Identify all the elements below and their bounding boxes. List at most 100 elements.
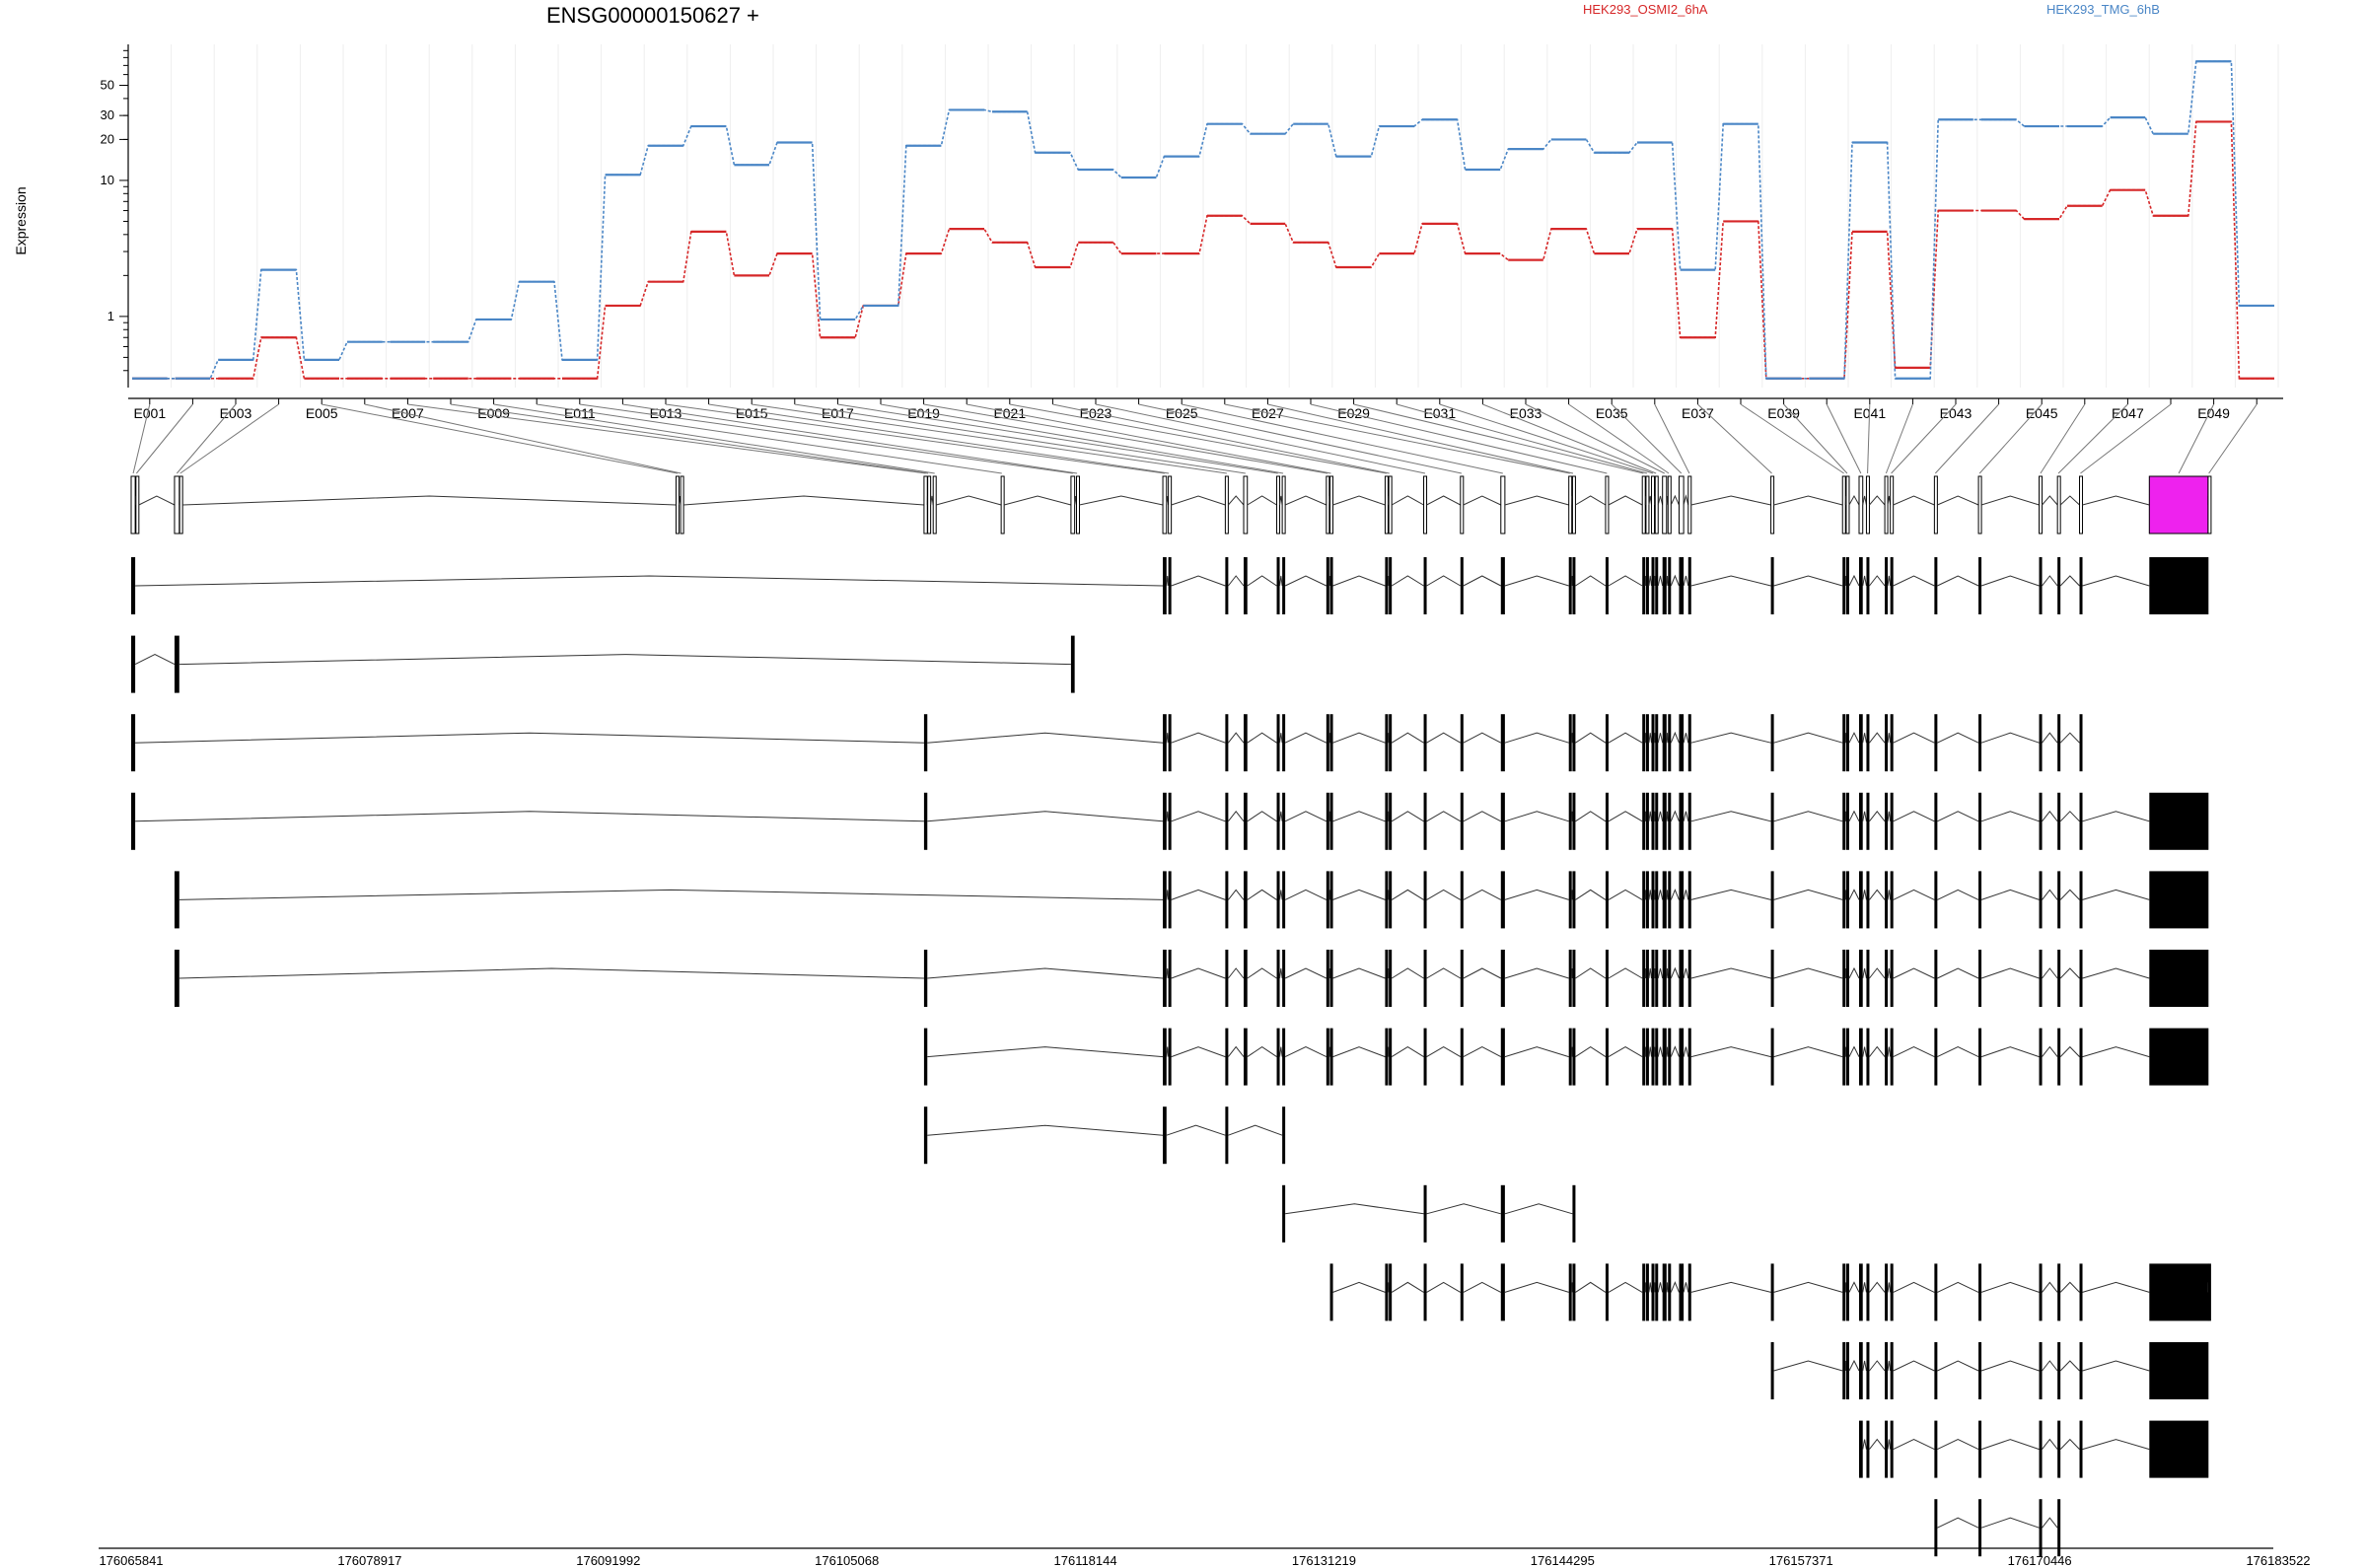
exon-model-E002 xyxy=(135,475,140,535)
transcript-1-exon-E042 xyxy=(1885,557,1889,614)
connector-E019 xyxy=(923,403,1328,474)
connector-E040 xyxy=(1826,403,1862,474)
connector-E020 xyxy=(967,403,1331,474)
transcript-11-exon-E040 xyxy=(1859,1342,1863,1399)
connector-E011 xyxy=(579,403,1073,474)
transcript-4-exon-E018 xyxy=(1282,792,1286,850)
transcript-5-exon-E018 xyxy=(1282,871,1286,929)
transcript-1-exon-E046 xyxy=(2039,557,2043,614)
connector-E038 xyxy=(1740,403,1844,474)
transcript-6-exon-E040 xyxy=(1859,950,1863,1007)
transcript-7-exon-E029 xyxy=(1642,1028,1646,1086)
transcript-11-intron-7 xyxy=(1937,1360,1979,1372)
transcript-6-exon-E021 xyxy=(1385,950,1389,1007)
transcript-1-exon-E040 xyxy=(1859,557,1863,614)
transcript-row-11 xyxy=(1770,1342,2209,1399)
transcript-4-intron-30 xyxy=(1869,810,1886,822)
transcript-3-intron-9 xyxy=(1332,732,1386,744)
transcript-10-exon-E036 xyxy=(1687,1263,1691,1321)
transcript-4-exon-E041 xyxy=(1866,792,1870,850)
coord-label-0: 176065841 xyxy=(99,1553,163,1568)
transcript-10-exon-E032 xyxy=(1655,1263,1659,1321)
transcript-4-exon-E033 xyxy=(1662,792,1667,850)
transcript-7-intron-36 xyxy=(2082,1046,2150,1058)
exon-model-intron-39 xyxy=(1862,495,1867,506)
transcript-10-exon-E050 xyxy=(2207,1263,2211,1321)
transcript-13-intron-1 xyxy=(1980,1517,2040,1529)
transcript-3-exon-E029 xyxy=(1642,714,1646,772)
transcript-3-exon-E014 xyxy=(1168,714,1172,772)
transcript-6-intron-28 xyxy=(1848,966,1860,979)
transcript-10-intron-28 xyxy=(2082,1281,2150,1293)
transcript-1-intron-0 xyxy=(135,575,1164,587)
exon-label-E009: E009 xyxy=(477,405,510,421)
exon-model-E011 xyxy=(1070,475,1076,535)
transcript-4-intron-9 xyxy=(1332,811,1386,822)
transcript-10-intron-1 xyxy=(1387,1282,1390,1293)
transcript-7-intron-13 xyxy=(1504,1046,1569,1058)
transcript-10-exon-E041 xyxy=(1866,1263,1870,1321)
transcript-1-intron-14 xyxy=(1571,575,1573,587)
transcript-3-intron-12 xyxy=(1426,732,1462,744)
exon-label-E015: E015 xyxy=(736,405,768,421)
transcript-10-intron-0 xyxy=(1332,1281,1386,1293)
transcript-7-intron-6 xyxy=(1284,1046,1327,1058)
transcript-6-exon-E041 xyxy=(1866,950,1870,1007)
exon-model-E021 xyxy=(1384,475,1389,535)
transcript-6-exon-E029 xyxy=(1642,950,1646,1007)
transcript-11-exon-E039 xyxy=(1845,1342,1849,1399)
exon-label-E045: E045 xyxy=(2026,405,2058,421)
transcript-4-exon-E022 xyxy=(1389,792,1393,850)
transcript-3-exon-E033 xyxy=(1662,714,1667,772)
transcript-7-exon-E040 xyxy=(1859,1028,1863,1086)
transcript-5-intron-6 xyxy=(1284,889,1327,900)
transcript-4-exon-E020 xyxy=(1329,792,1333,850)
transcript-3-exon-E036 xyxy=(1687,714,1691,772)
transcript-7-intron-0 xyxy=(927,1046,1164,1058)
exon-model-E007 xyxy=(923,475,928,535)
transcript-11-intron-8 xyxy=(1980,1360,2040,1372)
transcript-4-intron-32 xyxy=(1893,811,1935,822)
transcript-12-exon-E049 xyxy=(2149,1420,2209,1478)
transcript-1-exon-E001 xyxy=(131,557,136,614)
transcript-1-intron-17 xyxy=(1644,575,1647,587)
transcript-5-exon-E021 xyxy=(1385,871,1389,929)
exon-label-E043: E043 xyxy=(1940,405,1972,421)
connector-E013 xyxy=(665,403,1165,474)
exon-model-E046 xyxy=(2039,475,2044,535)
exon-model-E047 xyxy=(2056,475,2061,535)
transcript-7-exon-E021 xyxy=(1385,1028,1389,1086)
transcript-4-exon-E027 xyxy=(1572,792,1576,850)
transcript-5-intron-9 xyxy=(1387,890,1390,900)
transcript-4-exon-E034 xyxy=(1668,792,1672,850)
transcript-5-intron-30 xyxy=(1887,890,1892,900)
transcript-7-intron-33 xyxy=(1980,1046,2040,1058)
transcript-4-exon-E043 xyxy=(1890,792,1894,850)
transcript-11-exon-E049 xyxy=(2149,1342,2209,1399)
transcript-4-exon-E014 xyxy=(1168,792,1172,850)
transcript-1-exon-E035 xyxy=(1679,557,1685,614)
transcript-11-exon-E045 xyxy=(1978,1342,1982,1399)
exon-label-E039: E039 xyxy=(1767,405,1800,421)
exon-model-E032 xyxy=(1654,475,1659,535)
exon-model-intron-46 xyxy=(2059,495,2080,506)
transcript-11-intron-0 xyxy=(1773,1360,1843,1372)
transcript-4-exon-E019 xyxy=(1326,792,1329,850)
transcript-12-exon-E043 xyxy=(1890,1420,1894,1478)
transcript-6-exon-E043 xyxy=(1890,950,1894,1007)
transcript-5-exon-E048 xyxy=(2079,871,2083,929)
transcript-7-intron-30 xyxy=(1887,1046,1892,1057)
exon-model-intron-9 xyxy=(1004,495,1072,506)
transcript-3-intron-29 xyxy=(1862,733,1867,744)
exon-model-E027 xyxy=(1571,475,1576,535)
transcript-7-intron-22 xyxy=(1670,1045,1680,1057)
transcript-1-intron-15 xyxy=(1575,575,1607,587)
exon-model-intron-35 xyxy=(1690,495,1771,506)
transcript-5-intron-26 xyxy=(1844,890,1847,900)
transcript-10-exon-E021 xyxy=(1385,1263,1389,1321)
transcript-5-exon-E037 xyxy=(1770,871,1774,929)
transcript-1-intron-11 xyxy=(1426,575,1462,587)
transcript-1-exon-E034 xyxy=(1668,557,1672,614)
transcript-4-intron-5 xyxy=(1247,811,1277,822)
transcript-7-intron-19 xyxy=(1654,1046,1656,1057)
